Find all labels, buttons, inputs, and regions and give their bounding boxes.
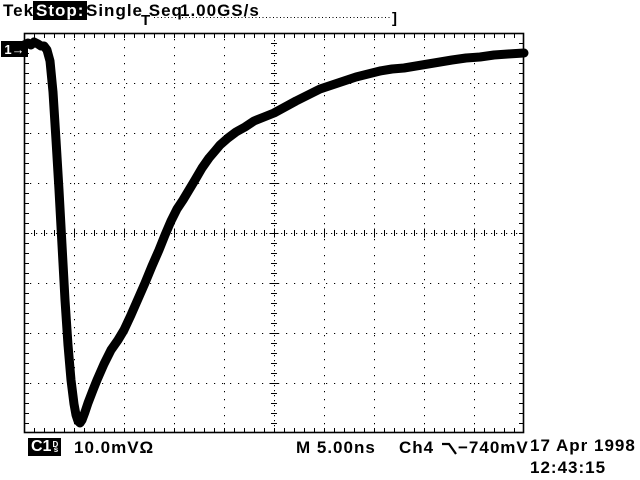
waveform-trace-ch1	[19, 37, 529, 428]
graticule	[23, 32, 525, 434]
